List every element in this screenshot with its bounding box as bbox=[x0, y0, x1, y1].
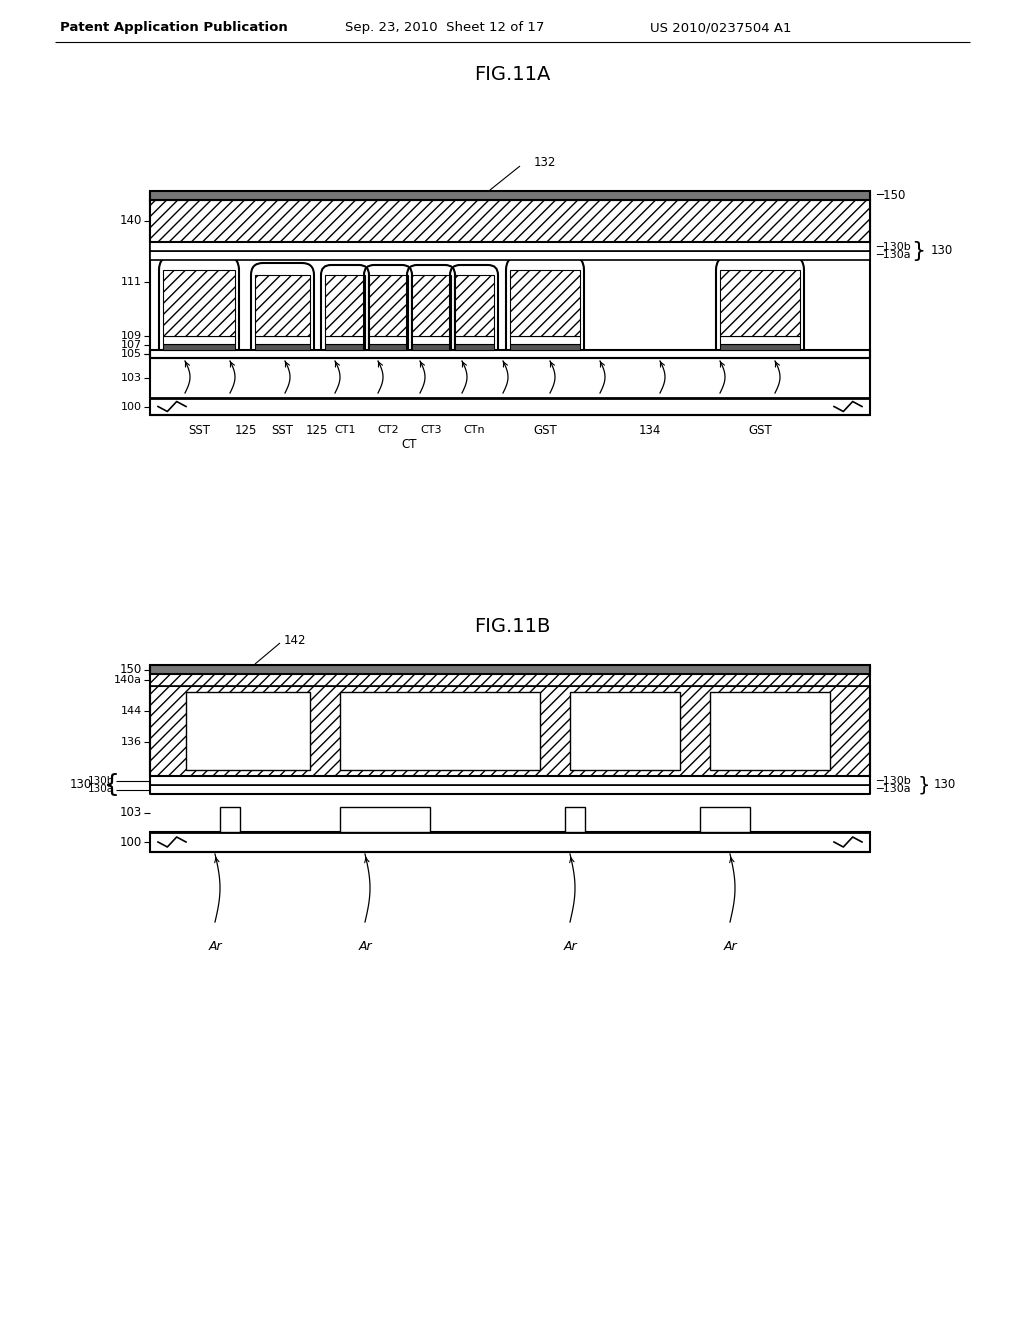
Text: CT: CT bbox=[401, 437, 417, 450]
Text: 142: 142 bbox=[284, 634, 306, 647]
Bar bbox=[150, 350, 870, 358]
Bar bbox=[220, 807, 240, 832]
Text: CT3: CT3 bbox=[420, 425, 441, 436]
Bar bbox=[368, 337, 408, 345]
Text: 100: 100 bbox=[121, 401, 142, 412]
Bar bbox=[150, 201, 870, 242]
Bar bbox=[150, 260, 870, 350]
Bar bbox=[710, 692, 830, 770]
Text: 130: 130 bbox=[934, 779, 956, 792]
Text: Sep. 23, 2010  Sheet 12 of 17: Sep. 23, 2010 Sheet 12 of 17 bbox=[345, 21, 545, 34]
Bar bbox=[150, 358, 870, 399]
Bar bbox=[255, 337, 310, 345]
Text: US 2010/0237504 A1: US 2010/0237504 A1 bbox=[650, 21, 792, 34]
Bar bbox=[150, 686, 870, 776]
Bar bbox=[150, 399, 870, 414]
Bar bbox=[411, 337, 451, 345]
Text: GST: GST bbox=[749, 424, 772, 437]
Text: 150: 150 bbox=[120, 663, 142, 676]
Text: 125: 125 bbox=[306, 424, 328, 437]
Text: 130: 130 bbox=[70, 779, 92, 792]
Bar bbox=[340, 692, 540, 770]
Bar bbox=[150, 785, 870, 795]
Bar bbox=[150, 191, 870, 201]
Bar bbox=[454, 275, 494, 337]
Bar bbox=[700, 807, 750, 832]
Text: 107: 107 bbox=[121, 341, 142, 350]
Bar bbox=[325, 337, 365, 345]
Text: ─130a: ─130a bbox=[876, 784, 910, 795]
Text: 130: 130 bbox=[931, 244, 953, 257]
Text: CTn: CTn bbox=[463, 425, 484, 436]
Bar bbox=[150, 832, 870, 851]
Text: CT2: CT2 bbox=[377, 425, 398, 436]
Bar bbox=[325, 275, 365, 337]
Text: FIG.11A: FIG.11A bbox=[474, 66, 550, 84]
Text: 130b: 130b bbox=[88, 776, 114, 785]
Bar bbox=[255, 345, 310, 350]
Text: 144: 144 bbox=[121, 706, 142, 717]
Text: SST: SST bbox=[188, 424, 210, 437]
Text: ─130b: ─130b bbox=[876, 242, 910, 252]
Bar bbox=[720, 337, 800, 345]
Bar bbox=[150, 776, 870, 785]
Text: GST: GST bbox=[534, 424, 557, 437]
Bar bbox=[565, 807, 585, 832]
Bar bbox=[150, 675, 870, 686]
Text: {: { bbox=[104, 774, 120, 797]
Bar bbox=[368, 275, 408, 337]
Text: 103: 103 bbox=[121, 374, 142, 383]
Bar bbox=[454, 345, 494, 350]
Bar bbox=[510, 345, 580, 350]
Text: 134: 134 bbox=[639, 424, 662, 437]
Text: 100: 100 bbox=[120, 836, 142, 849]
Text: ─130a: ─130a bbox=[876, 251, 910, 260]
Text: Ar: Ar bbox=[723, 940, 737, 953]
Bar bbox=[411, 275, 451, 337]
Bar bbox=[150, 251, 870, 260]
Text: }: } bbox=[918, 776, 931, 795]
Bar bbox=[163, 271, 234, 337]
Text: 140: 140 bbox=[120, 214, 142, 227]
Text: Ar: Ar bbox=[358, 940, 372, 953]
Text: 125: 125 bbox=[234, 424, 257, 437]
Bar bbox=[340, 807, 430, 832]
Bar bbox=[454, 337, 494, 345]
Bar bbox=[150, 665, 870, 675]
Text: ─130b: ─130b bbox=[876, 776, 910, 785]
Bar bbox=[325, 345, 365, 350]
Bar bbox=[150, 242, 870, 251]
Text: Patent Application Publication: Patent Application Publication bbox=[60, 21, 288, 34]
Bar bbox=[720, 345, 800, 350]
Text: }: } bbox=[911, 242, 925, 261]
Bar bbox=[255, 275, 310, 337]
Bar bbox=[510, 271, 580, 337]
Bar bbox=[720, 271, 800, 337]
Text: Ar: Ar bbox=[563, 940, 577, 953]
Text: CT1: CT1 bbox=[334, 425, 355, 436]
Text: 105: 105 bbox=[121, 348, 142, 359]
Bar bbox=[570, 692, 680, 770]
Bar bbox=[150, 795, 870, 832]
Text: 140a: 140a bbox=[114, 675, 142, 685]
Text: SST: SST bbox=[271, 424, 294, 437]
Bar bbox=[368, 345, 408, 350]
Text: Ar: Ar bbox=[208, 940, 222, 953]
Text: 130a: 130a bbox=[88, 784, 114, 795]
Text: ─150: ─150 bbox=[876, 189, 905, 202]
Text: FIG.11B: FIG.11B bbox=[474, 618, 550, 636]
Text: 109: 109 bbox=[121, 331, 142, 341]
Bar bbox=[163, 337, 234, 345]
Bar bbox=[510, 337, 580, 345]
Text: 103: 103 bbox=[120, 807, 142, 820]
Bar bbox=[411, 345, 451, 350]
Text: 136: 136 bbox=[121, 737, 142, 747]
Bar bbox=[186, 692, 310, 770]
Text: 111: 111 bbox=[121, 277, 142, 286]
Text: 132: 132 bbox=[534, 157, 556, 169]
Bar bbox=[163, 345, 234, 350]
